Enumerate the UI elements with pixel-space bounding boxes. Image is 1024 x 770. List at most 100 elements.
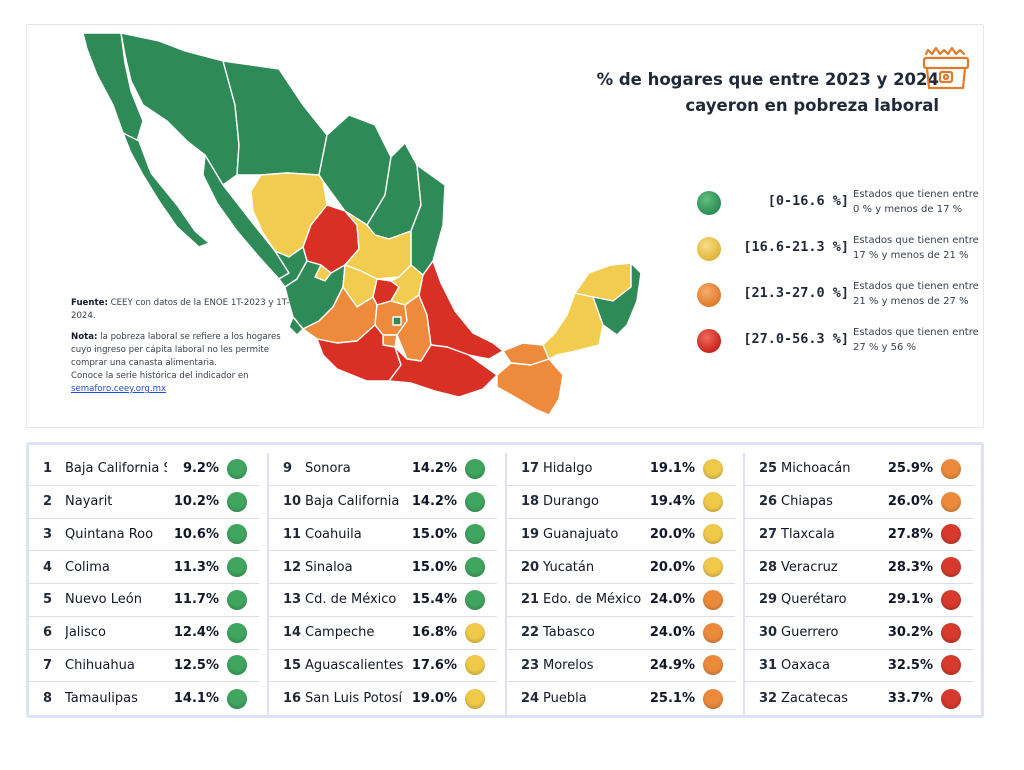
percentage: 26.0% [887, 494, 933, 510]
rank: 22 [521, 625, 540, 641]
status-dot-yellow [703, 557, 723, 578]
percentage: 20.0% [649, 559, 695, 575]
state-name: Tabasco [543, 625, 595, 641]
rank: 19 [521, 526, 540, 542]
rank: 29 [759, 592, 778, 608]
state-name: Quintana Roo [65, 526, 154, 542]
table-row: 22 Tabasco 24.0% [507, 617, 735, 650]
map-panel: % de hogares que entre 2023 y 2024 cayer… [26, 24, 984, 428]
table-row: 11 Coahuila 15.0% [269, 519, 497, 552]
state-name: Baja California [305, 494, 400, 510]
state-name: Guanajuato [543, 526, 619, 542]
ranking-column-1: 1 Baja California Sur 9.2% 2 Nayarit 10.2% 3… [29, 453, 259, 715]
legend-description-line: Estados que tienen entre [853, 235, 979, 246]
percentage: 15.0% [411, 559, 457, 575]
legend-range: [27.0-56.3 %] [743, 331, 849, 347]
rank: 31 [759, 657, 778, 673]
status-dot-yellow [465, 655, 485, 676]
rank: 14 [283, 625, 302, 641]
map-baja-california-sur [122, 132, 210, 248]
state-name: Chiapas [781, 494, 833, 510]
rank: 25 [759, 461, 778, 477]
ranking-column-3: 17 Hidalgo 19.1% 18 Durango 19.4% 19 Guanajua… [505, 453, 735, 715]
legend-range: [0-16.6 %] [767, 193, 849, 209]
table-row: 5 Nuevo León 11.7% [29, 584, 259, 617]
rank: 12 [283, 559, 302, 575]
state-name: Edo. de México [543, 592, 642, 608]
legend-dot-orange [697, 283, 721, 307]
note-text: la pobreza laboral se refiere a los hoga… [71, 332, 281, 368]
state-name: Chihuahua [65, 657, 135, 673]
legend-item-green: [0-16.6 %] Estados que tienen entre 0 % … [693, 185, 983, 225]
state-name: Campeche [305, 625, 375, 641]
status-dot-red [941, 557, 961, 578]
rank: 21 [521, 592, 540, 608]
percentage: 14.1% [173, 691, 219, 707]
state-name: Veracruz [781, 559, 838, 575]
rank: 23 [521, 657, 540, 673]
title-line-2: cayeron en pobreza laboral [685, 96, 939, 115]
percentage: 19.0% [411, 691, 457, 707]
percentage: 33.7% [887, 691, 933, 707]
percentage: 11.3% [173, 559, 219, 575]
legend-item-orange: [21.3-27.0 %] Estados que tienen entre 2… [693, 277, 983, 317]
rank: 6 [43, 625, 53, 641]
percentage: 24.0% [649, 592, 695, 608]
percentage: 17.6% [411, 657, 457, 673]
ranking-column-2: 9 Sonora 14.2% 10 Baja California 14.2% 11 Co… [267, 453, 497, 715]
percentage: 14.2% [411, 461, 457, 477]
status-dot-red [941, 622, 961, 643]
table-row: 25 Michoacán 25.9% [745, 453, 973, 486]
semaforo-link[interactable]: semaforo.ceey.org.mx [71, 384, 167, 394]
status-dot-red [941, 524, 961, 545]
table-row: 29 Querétaro 29.1% [745, 584, 973, 617]
legend-item-red: [27.0-56.3 %] Estados que tienen entre 2… [693, 323, 983, 363]
rank: 5 [43, 592, 53, 608]
rank: 8 [43, 691, 53, 707]
title-line-1: % de hogares que entre 2023 y 2024 [596, 70, 939, 89]
legend-description-line: 21 % y menos de 27 % [853, 296, 969, 307]
legend-description-line: Estados que tienen entre [853, 189, 979, 200]
percentage: 24.0% [649, 625, 695, 641]
table-row: 24 Puebla 25.1% [507, 682, 735, 715]
state-name: San Luis Potosí [305, 691, 403, 707]
source-note: Fuente: CEEY con datos de la ENOE 1T-202… [71, 297, 301, 323]
table-row: 6 Jalisco 12.4% [29, 617, 259, 650]
legend-item-yellow: [16.6-21.3 %] Estados que tienen entre 1… [693, 231, 983, 271]
percentage: 25.9% [887, 461, 933, 477]
state-name: Colima [65, 559, 110, 575]
rank: 24 [521, 691, 540, 707]
rank: 11 [283, 526, 302, 542]
rank: 13 [283, 592, 302, 608]
percentage: 19.4% [649, 494, 695, 510]
map-veracruz [418, 260, 504, 360]
note-label: Nota: [71, 332, 98, 342]
percentage: 30.2% [887, 625, 933, 641]
state-name: Puebla [543, 691, 587, 707]
status-dot-green [465, 491, 485, 512]
table-row: 18 Durango 19.4% [507, 486, 735, 519]
percentage: 25.1% [649, 691, 695, 707]
state-name: Coahuila [305, 526, 362, 542]
rank: 1 [43, 461, 53, 477]
percentage: 14.2% [411, 494, 457, 510]
state-name: Cd. de México [305, 592, 397, 608]
state-name: Nayarit [65, 494, 113, 510]
state-name: Querétaro [781, 592, 847, 608]
percentage: 20.0% [649, 526, 695, 542]
state-name: Michoacán [781, 461, 851, 477]
status-dot-yellow [703, 524, 723, 545]
legend-description-line: 27 % y 56 % [853, 342, 917, 353]
status-dot-green [465, 458, 485, 479]
ranking-table: 1 Baja California Sur 9.2% 2 Nayarit 10.2% 3… [26, 442, 984, 718]
table-row: 4 Colima 11.3% [29, 551, 259, 584]
status-dot-green [227, 589, 247, 610]
percentage: 27.8% [887, 526, 933, 542]
table-row: 9 Sonora 14.2% [269, 453, 497, 486]
state-name: Sinaloa [305, 559, 353, 575]
table-row: 17 Hidalgo 19.1% [507, 453, 735, 486]
map-cd-de-mexico [392, 316, 402, 326]
state-name: Zacatecas [781, 691, 848, 707]
state-name: Aguascalientes [305, 657, 404, 673]
status-dot-orange [703, 589, 723, 610]
